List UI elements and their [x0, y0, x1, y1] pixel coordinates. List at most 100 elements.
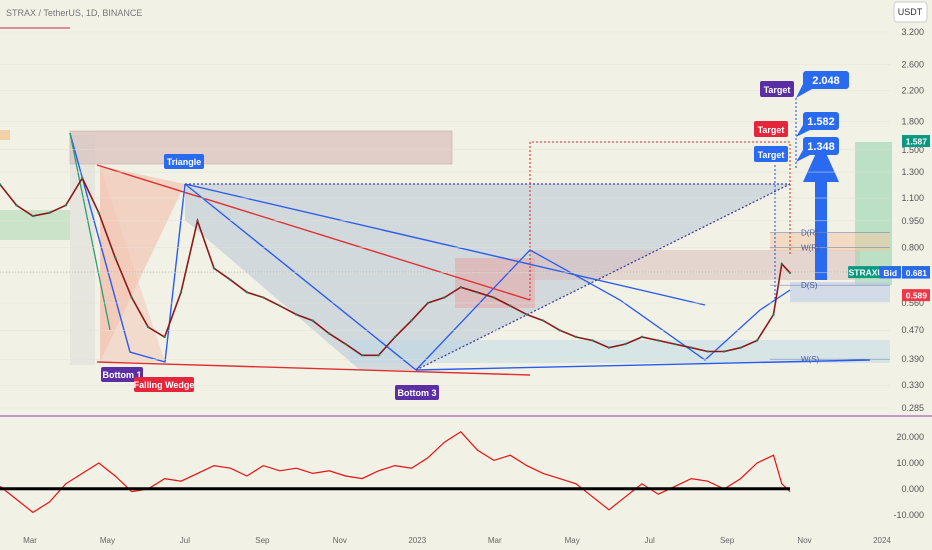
price-point — [97, 211, 100, 215]
price-series — [0, 176, 792, 357]
target-value-2-pointer — [796, 125, 812, 137]
triangle-upper-line — [184, 183, 706, 306]
price-tag-label: Bid — [883, 268, 897, 278]
price-point — [640, 335, 644, 339]
currency-button-label[interactable]: USDT — [898, 7, 923, 17]
price-tag-value: 1.587 — [906, 137, 928, 147]
bottom3-label: Bottom 3 — [395, 385, 439, 400]
price-tags: 1.5870.683Ask0.683STRAXUSDT0.682Bid0.681… — [848, 135, 930, 302]
triangle-label-bg — [164, 154, 204, 169]
target-value-3-bg — [803, 137, 839, 155]
price-point — [48, 211, 51, 215]
price-point — [780, 262, 783, 266]
x-tick-label: May — [565, 536, 580, 545]
x-tick-label: Nov — [797, 536, 811, 545]
price-point — [706, 350, 709, 353]
price-point — [541, 319, 545, 322]
price-tag-bg — [902, 135, 930, 148]
price-point — [476, 291, 479, 294]
price-point — [574, 335, 578, 339]
y-tick-label: 0.285 — [901, 403, 924, 413]
falling-wedge-label-bg — [134, 377, 194, 392]
x-tick-label: Jul — [180, 536, 190, 545]
price-point — [459, 285, 463, 289]
price-point — [393, 335, 397, 339]
symbol-title: STRAX / TetherUS, 1D, BINANCE — [6, 8, 142, 18]
x-tick-label: 2024 — [873, 536, 891, 545]
target-value-3-pointer — [796, 150, 812, 162]
price-point — [426, 301, 430, 305]
price-point — [262, 296, 265, 299]
y-tick-label: 0.800 — [901, 243, 924, 253]
supply-zone — [455, 258, 535, 308]
price-point — [146, 325, 150, 329]
target-dotted-red — [529, 141, 791, 300]
y-tick-label: 0.560 — [901, 298, 924, 308]
bottom1-label-bg — [101, 367, 143, 382]
price-point — [607, 346, 611, 349]
price-point — [624, 342, 627, 346]
price-point — [196, 219, 199, 223]
target-label-3: Target 1.348 — [754, 137, 839, 162]
target-label-3-text: Target — [758, 150, 785, 160]
grid-layer — [0, 31, 890, 409]
bottom1-label-text: Bottom 1 — [103, 370, 142, 380]
target-range-zone — [855, 142, 892, 285]
price-point — [31, 214, 35, 218]
price-point — [525, 313, 528, 316]
y-tick-label: 0.390 — [901, 354, 924, 364]
price-tag-value: 0.681 — [906, 268, 928, 278]
price-point — [410, 319, 413, 322]
level-label: D(R) — [801, 229, 818, 238]
price-tag-bg — [902, 289, 930, 302]
price-tag-label-bg — [879, 266, 901, 279]
y-tick-label: 3.200 — [901, 27, 924, 37]
price-point — [755, 339, 759, 342]
price-point — [130, 296, 133, 299]
shade-zone-1 — [70, 135, 95, 365]
triangle-lower-line — [415, 359, 871, 371]
price-point — [377, 354, 380, 357]
d-r-zone — [770, 233, 890, 251]
price-point — [739, 346, 742, 349]
price-tag-value: 0.589 — [906, 291, 928, 301]
zone-layer — [0, 130, 892, 370]
y-tick-label: 0.330 — [901, 380, 924, 390]
wedge-zone — [100, 166, 185, 362]
price-point — [81, 176, 84, 180]
price-point — [327, 332, 331, 335]
triangle-left-line — [184, 183, 417, 371]
price-line — [0, 176, 791, 357]
bottom1-label: Bottom 1 — [101, 367, 143, 382]
target-value-2-bg — [803, 112, 839, 130]
y-tick-label: 1.500 — [901, 145, 924, 155]
currency-button[interactable]: USDT — [893, 1, 928, 23]
wedge-zone-lower — [100, 166, 165, 362]
target-label-2-text: Target — [758, 125, 785, 135]
x-tick-label: Sep — [255, 536, 270, 545]
price-tag-bg — [902, 266, 930, 279]
price-point — [558, 329, 561, 332]
y-tick-label: 2.200 — [901, 85, 924, 95]
x-tick-label: Mar — [23, 536, 37, 545]
target-label-2: Target 1.582 — [754, 112, 839, 137]
price-point — [245, 291, 249, 294]
price-point — [788, 271, 792, 274]
x-axis: Mar May Jul Sep Nov 2023 Mar May Jul Sep Nov 2024 — [23, 536, 891, 545]
triangle-label: Triangle — [164, 154, 204, 169]
target-value-1-text: 2.048 — [812, 75, 840, 87]
level-label: W(R) — [801, 244, 820, 253]
target-value-2-text: 1.582 — [807, 116, 835, 128]
range-zone — [530, 250, 860, 280]
y-tick-label: 1.800 — [901, 116, 924, 126]
price-point — [64, 204, 68, 207]
currency-button-bg[interactable] — [893, 1, 928, 23]
price-point — [492, 296, 495, 299]
x-tick-label: May — [100, 536, 115, 545]
y-tick-label: 1.300 — [901, 167, 924, 177]
falling-wedge-label-text: Falling Wedge — [134, 380, 195, 390]
bottom3-label-text: Bottom 3 — [398, 388, 437, 398]
price-point — [311, 319, 314, 322]
